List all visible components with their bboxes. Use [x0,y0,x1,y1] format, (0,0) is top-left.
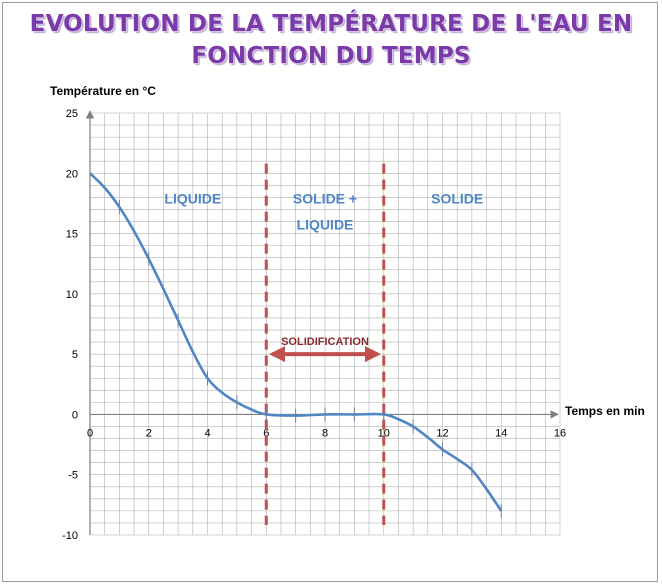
y-tick-label: 20 [66,168,78,180]
chart-title-line-1: EVOLUTION DE LA TEMPÉRATURE DE L'EAU EN [29,11,633,37]
y-tick-label: 25 [66,108,78,120]
tick-labels: 0 2 4 6 8 10 12 14 16 -10 -5 0 5 10 15 20 25 [62,108,566,542]
x-tick-label: 4 [204,427,210,439]
y-tick-label: 15 [66,229,78,241]
y-tick-label: 5 [72,349,78,361]
x-tick-label: 8 [322,427,328,439]
x-axis-label: Temps en min [565,404,645,418]
x-tick-label: 0 [87,427,93,439]
grid-lines [90,112,561,536]
x-tick-label: 12 [436,427,448,439]
series-layer: SOLIDIFICATION [89,172,503,518]
y-tick-label: 0 [72,409,78,421]
phase-boundaries [264,163,386,525]
x-tick-label: 2 [146,427,152,439]
x-tick-label: 6 [263,427,269,439]
region-label: LIQUIDE [297,216,354,232]
x-tick-label: 14 [495,427,507,439]
chart-title: EVOLUTION DE LA TEMPÉRATURE DE L'EAU EN … [0,8,662,72]
region-label: SOLIDE + [293,190,357,206]
region-label: LIQUIDE [164,190,221,206]
x-tick-label: 10 [378,427,390,439]
solidification-label: SOLIDIFICATION [281,336,369,348]
axes [85,110,559,535]
y-tick-label: 10 [66,289,78,301]
y-tick-label: -10 [62,530,78,542]
y-axis-label: Température en °C [50,84,156,98]
region-label: SOLIDE [431,190,483,206]
region-labels: LIQUIDE SOLIDE + LIQUIDE SOLIDE [164,190,483,232]
chart-title-line-2: FONCTION DU TEMPS [191,43,471,69]
y-tick-label: -5 [68,470,78,482]
x-tick-label: 16 [554,427,566,439]
